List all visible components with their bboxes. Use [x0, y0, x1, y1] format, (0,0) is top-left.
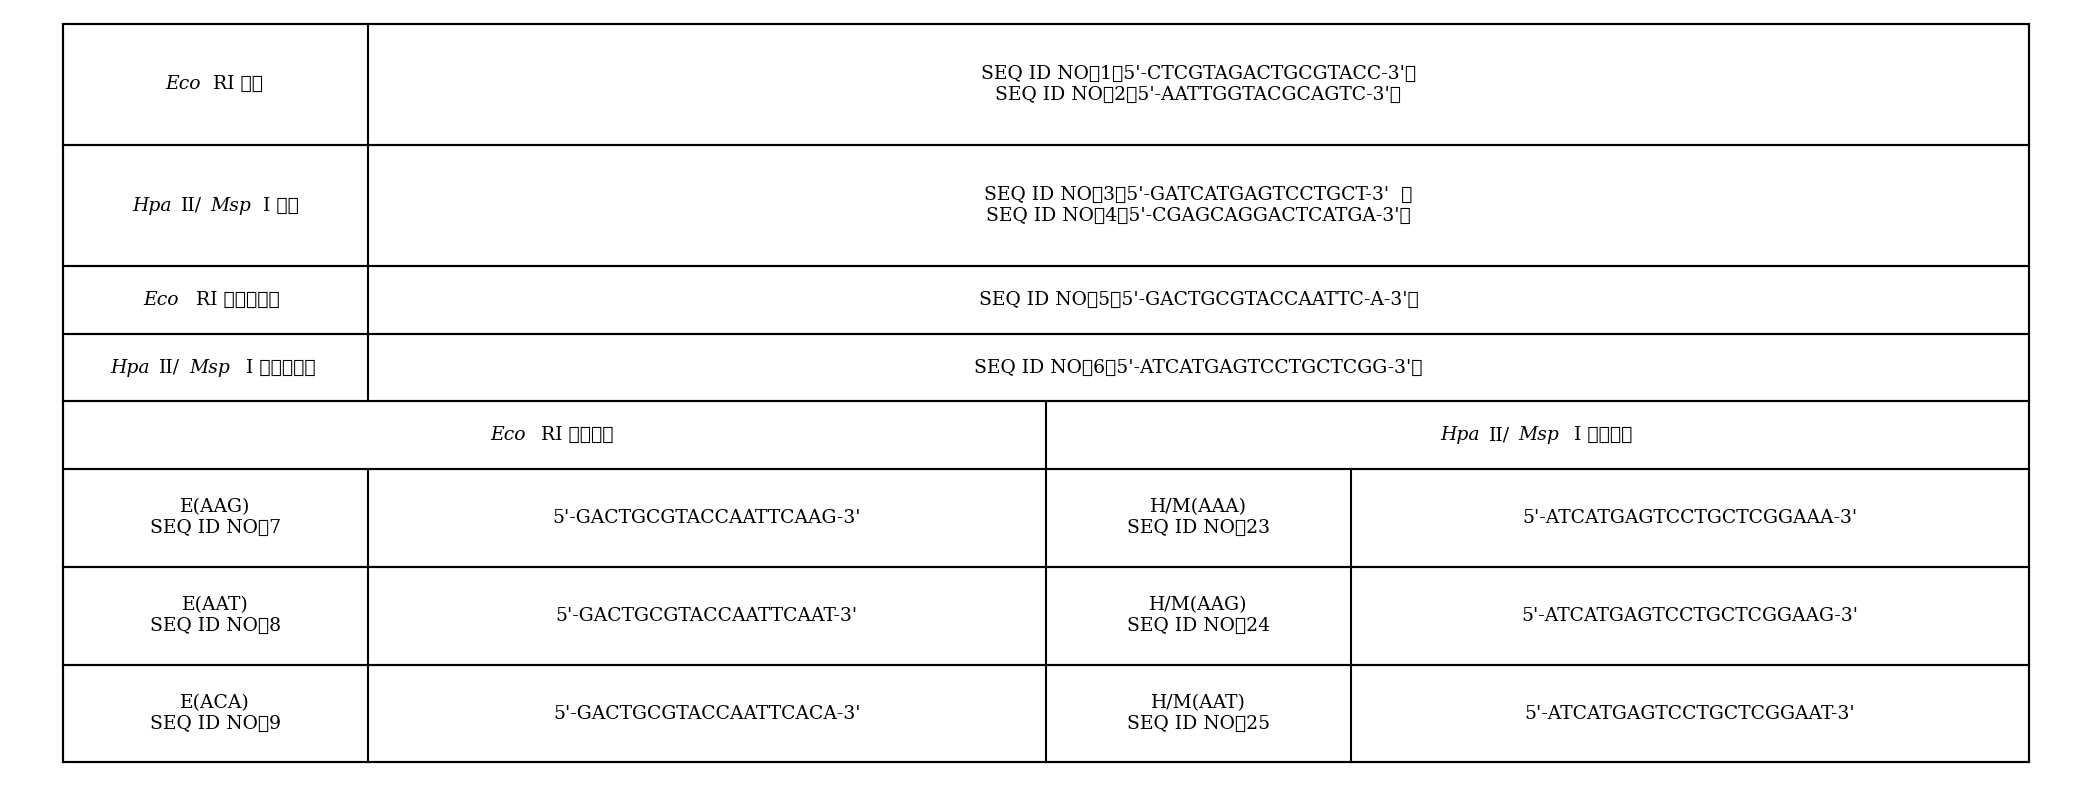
- Text: II/: II/: [180, 196, 201, 215]
- Text: 5'-GACTGCGTACCAATTCAAT-3': 5'-GACTGCGTACCAATTCAAT-3': [556, 607, 858, 625]
- Text: E(AAG)
SEQ ID NO：7: E(AAG) SEQ ID NO：7: [151, 498, 280, 537]
- Text: SEQ ID NO：6（5'-ATCATGAGTCCTGCTCGG-3'）: SEQ ID NO：6（5'-ATCATGAGTCCTGCTCGG-3'）: [975, 358, 1423, 376]
- Text: SEQ ID NO：1（5'-CTCGTAGACTGCGTACC-3'）
SEQ ID NO：2（5'-AATTGGTACGCAGTC-3'）: SEQ ID NO：1（5'-CTCGTAGACTGCGTACC-3'） SEQ…: [981, 65, 1416, 104]
- Text: H/M(AAT)
SEQ ID NO：25: H/M(AAT) SEQ ID NO：25: [1128, 694, 1270, 733]
- Text: Eco: Eco: [144, 292, 180, 309]
- Text: II/: II/: [1490, 426, 1510, 444]
- Text: 5'-ATCATGAGTCCTGCTCGGAAA-3': 5'-ATCATGAGTCCTGCTCGGAAA-3': [1523, 509, 1858, 527]
- Text: RI 筛选引物: RI 筛选引物: [542, 426, 613, 444]
- Text: II/: II/: [159, 358, 180, 376]
- Text: Hpa: Hpa: [111, 358, 151, 376]
- Text: 5'-GACTGCGTACCAATTCACA-3': 5'-GACTGCGTACCAATTCACA-3': [552, 704, 860, 722]
- Text: Msp: Msp: [211, 196, 251, 215]
- Text: I 预扩增引物: I 预扩增引物: [247, 358, 316, 376]
- Text: RI 接头: RI 接头: [213, 75, 264, 94]
- Text: H/M(AAG)
SEQ ID NO：24: H/M(AAG) SEQ ID NO：24: [1128, 597, 1270, 635]
- Text: RI 预扩增引物: RI 预扩增引物: [197, 292, 280, 309]
- Text: 5'-ATCATGAGTCCTGCTCGGAAT-3': 5'-ATCATGAGTCCTGCTCGGAAT-3': [1525, 704, 1856, 722]
- Text: Hpa: Hpa: [1439, 426, 1479, 444]
- Text: Hpa: Hpa: [132, 196, 172, 215]
- Text: I 接头: I 接头: [264, 196, 299, 215]
- Text: Eco: Eco: [165, 75, 201, 94]
- Text: Msp: Msp: [1519, 426, 1559, 444]
- Text: E(ACA)
SEQ ID NO：9: E(ACA) SEQ ID NO：9: [151, 694, 280, 733]
- Text: E(AAT)
SEQ ID NO：8: E(AAT) SEQ ID NO：8: [151, 597, 280, 635]
- Text: Msp: Msp: [188, 358, 230, 376]
- Text: 5'-GACTGCGTACCAATTCAAG-3': 5'-GACTGCGTACCAATTCAAG-3': [552, 509, 862, 527]
- Text: SEQ ID NO：3（5'-GATCATGAGTCCTGCT-3'  ）
SEQ ID NO：4（5'-CGAGCAGGACTCATGA-3'）: SEQ ID NO：3（5'-GATCATGAGTCCTGCT-3' ） SEQ…: [983, 186, 1412, 225]
- Text: SEQ ID NO：5（5'-GACTGCGTACCAATTC-A-3'）: SEQ ID NO：5（5'-GACTGCGTACCAATTC-A-3'）: [979, 292, 1418, 309]
- Text: I 筛选引物: I 筛选引物: [1573, 426, 1632, 444]
- Text: H/M(AAA)
SEQ ID NO：23: H/M(AAA) SEQ ID NO：23: [1128, 498, 1270, 537]
- Text: Eco: Eco: [490, 426, 525, 444]
- Text: 5'-ATCATGAGTCCTGCTCGGAAG-3': 5'-ATCATGAGTCCTGCTCGGAAG-3': [1521, 607, 1858, 625]
